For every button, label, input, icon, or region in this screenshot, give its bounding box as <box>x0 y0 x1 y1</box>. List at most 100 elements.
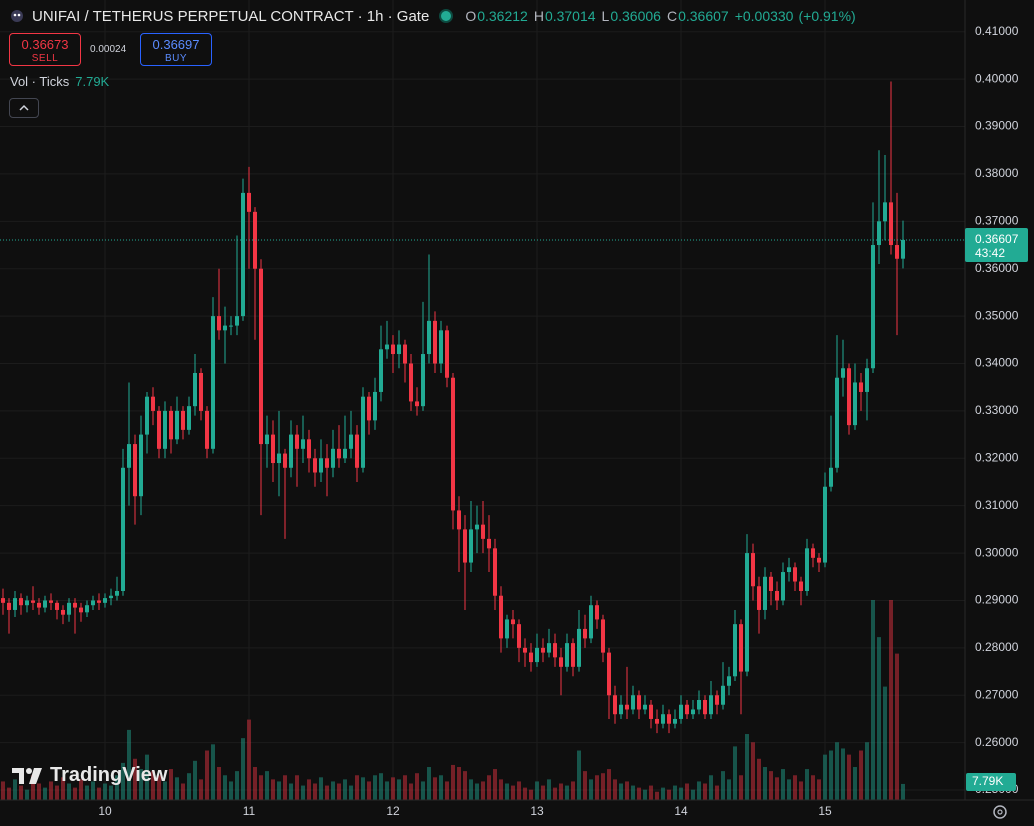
x-tick-label: 11 <box>243 804 256 818</box>
volume-bar <box>613 779 617 800</box>
chevron-icon <box>19 104 29 111</box>
candle-body <box>445 330 449 378</box>
volume-bar <box>511 785 515 800</box>
y-tick-label: 0.31000 <box>975 498 1019 512</box>
volume-bar <box>1 781 5 800</box>
volume-bar <box>439 775 443 800</box>
candle-body <box>775 590 779 601</box>
candle-body <box>865 368 869 392</box>
candle-body <box>595 605 599 620</box>
candle-body <box>823 486 827 563</box>
volume-bar <box>865 742 869 800</box>
candle-body <box>61 609 65 615</box>
y-tick-label: 0.29000 <box>975 593 1019 607</box>
candle-body <box>145 396 149 435</box>
volume-bar <box>679 787 683 800</box>
candle-body <box>127 444 131 468</box>
candle-body <box>583 628 587 639</box>
candle-body <box>835 377 839 468</box>
volume-bar <box>793 775 797 800</box>
y-tick-label: 0.41000 <box>975 24 1019 38</box>
volume-bar <box>799 781 803 800</box>
volume-bar <box>601 773 605 800</box>
y-tick-label: 0.33000 <box>975 403 1019 417</box>
candle-body <box>433 320 437 364</box>
candle-body <box>19 598 23 606</box>
candle-body <box>871 245 875 369</box>
y-tick-label: 0.37000 <box>975 213 1019 227</box>
volume-bar <box>55 785 59 800</box>
candle-body <box>31 600 35 603</box>
volume-bar <box>343 779 347 800</box>
candle-body <box>97 600 101 603</box>
ohlc-label: O <box>465 8 477 24</box>
volume-bar <box>547 779 551 800</box>
volume-bar <box>673 785 677 800</box>
candle-body <box>211 316 215 449</box>
settings-icon[interactable] <box>993 805 1007 819</box>
ohlc-value: 0.37014 <box>544 8 596 24</box>
candle-body <box>697 700 701 710</box>
x-tick-label: 14 <box>674 804 688 818</box>
volume-bar <box>319 777 323 800</box>
candle-body <box>619 704 623 715</box>
volume-bar <box>859 750 863 800</box>
volume-bar <box>181 783 185 800</box>
y-tick-label: 0.38000 <box>975 166 1019 180</box>
candle-body <box>451 377 455 511</box>
candle-body <box>283 453 287 468</box>
candle-body <box>739 624 743 672</box>
candle-body <box>673 718 677 724</box>
volume-bar <box>139 769 143 800</box>
candle-body <box>199 372 203 411</box>
sell-button[interactable]: 0.36673 SELL <box>9 33 81 66</box>
volume-bar <box>307 779 311 800</box>
y-tick-label: 0.34000 <box>975 356 1019 370</box>
volume-bar <box>49 781 53 800</box>
volume-bar <box>697 781 701 800</box>
candle-body <box>439 330 443 364</box>
volume-bar <box>295 775 299 800</box>
volume-bar <box>685 783 689 800</box>
volume-bar <box>727 779 731 800</box>
volume-bar <box>337 783 341 800</box>
collapse-button[interactable] <box>9 98 39 118</box>
volume-bar <box>769 771 773 800</box>
candle-body <box>565 643 569 667</box>
candle-body <box>481 524 485 539</box>
volume-bar <box>163 781 167 800</box>
volume-bar <box>631 785 635 800</box>
candle-body <box>361 396 365 468</box>
y-tick-label: 0.39000 <box>975 119 1019 133</box>
buy-label: BUY <box>164 53 188 64</box>
volume-bar <box>721 771 725 800</box>
candle-body <box>379 349 383 392</box>
candle-body <box>901 239 905 259</box>
last-price-label: 0.36607 <box>975 232 1019 246</box>
candle-body <box>403 344 407 364</box>
volume-bar <box>127 729 131 800</box>
volume-bar <box>325 785 329 800</box>
volume-bar <box>235 771 239 800</box>
volume-bar <box>625 781 629 800</box>
candle-body <box>637 695 641 710</box>
volume-bar <box>397 779 401 800</box>
candle-body <box>571 643 575 667</box>
buy-button[interactable]: 0.36697 BUY <box>140 33 212 66</box>
candle-body <box>301 439 305 449</box>
y-tick-label: 0.36000 <box>975 261 1019 275</box>
candle-body <box>649 704 653 719</box>
volume-bar <box>409 783 413 800</box>
candle-body <box>193 372 197 407</box>
volume-bar <box>763 767 767 800</box>
sell-label: SELL <box>31 53 59 64</box>
volume-bar <box>583 771 587 800</box>
volume-bar <box>151 771 155 800</box>
candle-body <box>181 410 185 430</box>
candle-body <box>751 553 755 587</box>
candle-body <box>73 602 77 608</box>
candle-body <box>79 607 83 613</box>
ohlc-value: 0.36212 <box>477 8 528 24</box>
volume-bar <box>751 742 755 800</box>
